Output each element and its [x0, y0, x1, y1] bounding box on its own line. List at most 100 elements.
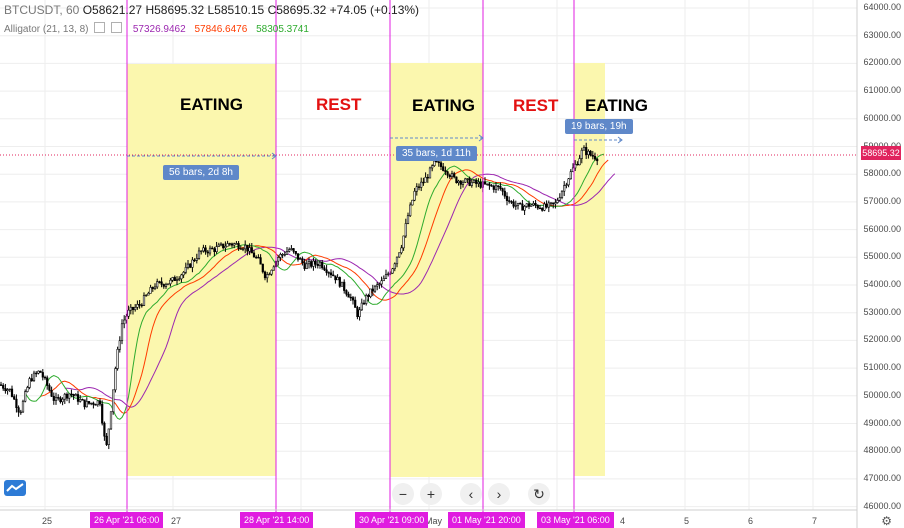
measure-label-1[interactable]: 56 bars, 2d 8h — [163, 165, 239, 180]
candle — [138, 299, 141, 309]
candle — [428, 166, 432, 179]
candle — [527, 200, 531, 210]
candle — [37, 370, 40, 375]
candle — [142, 292, 146, 307]
candle — [380, 276, 383, 288]
lips-value: 58305.3741 — [256, 24, 309, 35]
candle — [184, 262, 187, 275]
candle — [272, 265, 275, 271]
candle — [591, 150, 594, 160]
candle — [552, 202, 555, 209]
price-tick-label: 63000.00 — [863, 29, 901, 40]
measure-label-2[interactable]: 35 bars, 1d 11h — [396, 146, 477, 161]
candle — [549, 202, 553, 207]
candle — [532, 200, 535, 207]
candle — [433, 160, 436, 167]
candle — [349, 293, 352, 302]
candle — [450, 170, 454, 180]
candle — [466, 178, 469, 184]
candle — [406, 212, 410, 225]
scroll-left-icon[interactable]: ‹ — [460, 483, 482, 505]
tradingview-logo-icon[interactable] — [4, 480, 26, 496]
visibility-toggle-icon[interactable] — [94, 22, 106, 33]
candle — [475, 178, 478, 188]
candle — [169, 277, 172, 287]
indicator-legend: Alligator (21, 13, 8) 57326.9462 57846.6… — [4, 22, 309, 35]
candle — [351, 296, 355, 305]
candle — [182, 271, 185, 279]
candle — [2, 383, 5, 391]
candle — [589, 150, 592, 157]
scroll-right-icon[interactable]: › — [488, 483, 510, 505]
candle — [171, 276, 174, 283]
close-indicator-icon[interactable] — [111, 22, 123, 33]
candle — [101, 400, 104, 426]
reset-icon[interactable]: ↻ — [528, 483, 550, 505]
gear-icon[interactable]: ⚙ — [881, 514, 892, 528]
candle — [85, 397, 88, 408]
price-tick-label: 46000.00 — [863, 500, 901, 511]
candle — [8, 388, 11, 393]
candle — [215, 241, 218, 254]
candle — [310, 260, 313, 269]
candle — [442, 162, 445, 172]
candle — [307, 257, 311, 269]
candle — [464, 177, 467, 183]
price-tick-label: 55000.00 — [863, 251, 901, 262]
candle — [74, 393, 77, 397]
candle — [486, 183, 489, 186]
candle — [87, 401, 91, 405]
candle — [470, 179, 473, 188]
symbol-label[interactable]: BTCUSDT, 60 — [4, 3, 80, 17]
candle — [365, 293, 368, 306]
candle — [563, 181, 566, 197]
candle — [65, 392, 69, 402]
candle — [587, 149, 590, 159]
candle — [490, 184, 493, 187]
axes — [0, 0, 858, 528]
candle — [219, 242, 223, 247]
candle — [120, 319, 124, 345]
candle — [107, 428, 110, 450]
price-tick-label: 64000.00 — [863, 2, 901, 12]
candle — [448, 173, 451, 179]
candle — [206, 249, 209, 258]
indicator-name[interactable]: Alligator (21, 13, 8) — [4, 24, 89, 35]
candle — [21, 399, 25, 413]
candle — [336, 274, 339, 281]
candle — [30, 373, 33, 382]
price-tick-label: 56000.00 — [863, 223, 901, 234]
eating-zone — [390, 63, 483, 477]
candle — [582, 145, 586, 151]
candle — [318, 260, 322, 269]
candle — [158, 280, 161, 284]
zoom-in-icon[interactable]: + — [420, 483, 442, 505]
candle — [354, 296, 357, 308]
candle — [43, 375, 47, 380]
candle — [211, 246, 214, 250]
candle — [15, 394, 18, 413]
zoom-out-icon[interactable]: − — [392, 483, 414, 505]
candle — [404, 218, 407, 239]
candle — [296, 253, 300, 262]
candle — [576, 161, 579, 166]
time-marker-tag: 01 May '21 20:00 — [448, 512, 525, 528]
candle — [305, 260, 308, 270]
phase-label-eating-2: EATING — [412, 96, 475, 115]
candle — [237, 241, 240, 251]
candle — [596, 157, 599, 166]
candle — [420, 177, 423, 192]
candle — [343, 279, 346, 294]
candle — [13, 394, 16, 401]
candle — [393, 262, 396, 272]
candle — [61, 397, 64, 406]
candle — [497, 185, 500, 191]
candle — [492, 184, 495, 193]
open-value: O58621.27 — [82, 3, 143, 17]
measure-label-3[interactable]: 19 bars, 19h — [565, 119, 633, 134]
candle — [149, 284, 152, 294]
candle — [536, 204, 539, 210]
candle — [235, 241, 238, 245]
candle — [186, 260, 190, 270]
